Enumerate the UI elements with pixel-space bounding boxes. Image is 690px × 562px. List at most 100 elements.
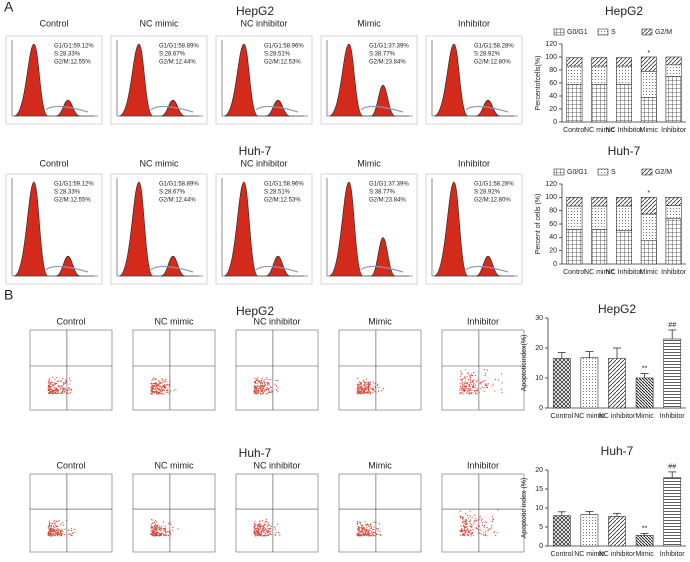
phase-stat: G2/M:12.55% (54, 60, 91, 66)
cell-dot (155, 391, 158, 394)
cell-dot (70, 389, 72, 391)
x-tick-label: Inhibitor (661, 269, 687, 276)
bar-segment (640, 71, 657, 98)
cell-dot (365, 378, 367, 380)
cell-dot (55, 532, 57, 534)
cell-dot (68, 383, 70, 385)
x-tick-label: Inhibitor (660, 413, 686, 420)
cell-dot (175, 388, 177, 390)
cell-dot (156, 388, 158, 390)
cell-dot (359, 381, 361, 383)
row-title: Huh-7 (239, 144, 272, 158)
cell-dot (151, 532, 153, 534)
cell-dot (459, 515, 462, 517)
cell-dot (260, 531, 262, 534)
cell-dot (162, 393, 164, 395)
cell-dot (60, 533, 62, 535)
cell-dot (48, 377, 50, 379)
cell-dot (466, 530, 468, 532)
cell-dot (371, 533, 374, 536)
histogram-frame (5, 173, 103, 285)
x-tick-label: Inhibitor (661, 127, 687, 134)
cell-dot (159, 533, 161, 535)
cell-dot (152, 377, 154, 379)
cell-dot (261, 525, 263, 528)
bar-segment (591, 205, 608, 230)
cell-dot (485, 384, 487, 386)
cell-dot (372, 391, 374, 394)
y-tick-label: 100 (545, 194, 557, 201)
cell-dot (150, 389, 152, 391)
bar-segment (591, 197, 608, 207)
cell-dot (159, 382, 162, 384)
cell-dot (459, 378, 461, 380)
cell-dot (358, 392, 360, 394)
cell-dot (372, 385, 374, 387)
cell-dot (157, 391, 159, 393)
cell-dot (254, 387, 256, 389)
cell-dot (257, 385, 259, 388)
cell-dot (63, 524, 65, 526)
cell-dot (469, 382, 471, 384)
cell-dot (469, 525, 472, 527)
cell-dot (465, 526, 467, 528)
cell-dot (268, 528, 270, 530)
cell-dot (374, 390, 376, 392)
cell-dot (483, 387, 485, 389)
cell-dot (163, 385, 166, 388)
cell-dot (267, 534, 270, 536)
cell-dot (496, 532, 498, 534)
cell-dot (56, 534, 59, 536)
cell-dot (368, 382, 370, 384)
cell-dot (156, 385, 158, 387)
phase-stat: G1/G1:58.89% (159, 44, 199, 50)
cell-dot (51, 393, 54, 395)
cell-dot (459, 387, 461, 389)
cell-dot (260, 385, 262, 388)
cell-dot (159, 534, 161, 537)
cell-dot (477, 388, 479, 390)
histogram-frame (425, 173, 523, 285)
cell-dot (48, 379, 51, 381)
cell-dot (459, 389, 461, 391)
cell-dot (459, 534, 462, 536)
phase-stat: G1/G1:58.28% (474, 182, 514, 188)
cell-dot (165, 531, 167, 533)
cell-dot (469, 529, 471, 531)
cell-dot (69, 392, 72, 394)
cell-dot (461, 530, 464, 532)
cell-dot (264, 384, 266, 386)
cell-dot (151, 534, 154, 536)
panel-title: Inhibitor (458, 18, 490, 28)
cell-dot (160, 527, 162, 529)
cell-dot (154, 531, 156, 534)
cell-dot (172, 527, 174, 529)
cell-dot (466, 525, 468, 528)
cell-dot (374, 535, 376, 537)
cell-dot (464, 387, 466, 389)
cell-dot (256, 389, 259, 391)
cell-dot (54, 382, 56, 385)
cell-dot (264, 521, 266, 523)
cell-dot (461, 529, 463, 531)
cell-dot (489, 528, 491, 530)
cell-dot (365, 383, 367, 385)
phase-stat: S:38.77% (369, 52, 396, 58)
cell-dot (161, 377, 163, 380)
chart-title: HepG2 (598, 302, 636, 316)
cell-dot (270, 530, 272, 532)
cell-dot (270, 386, 272, 388)
cell-dot (49, 383, 51, 385)
cell-dot (151, 522, 154, 524)
cell-dot (369, 384, 372, 386)
cell-dot (466, 522, 468, 524)
bar-segment (591, 57, 608, 67)
cell-dot (501, 391, 503, 393)
cell-dot (162, 533, 165, 535)
phase-stat: G2/M:23.84% (369, 198, 406, 204)
histogram-shape (475, 255, 501, 277)
cell-dot (370, 527, 372, 529)
cell-dot (260, 533, 263, 536)
cell-dot (256, 527, 258, 530)
cell-dot (362, 527, 364, 529)
